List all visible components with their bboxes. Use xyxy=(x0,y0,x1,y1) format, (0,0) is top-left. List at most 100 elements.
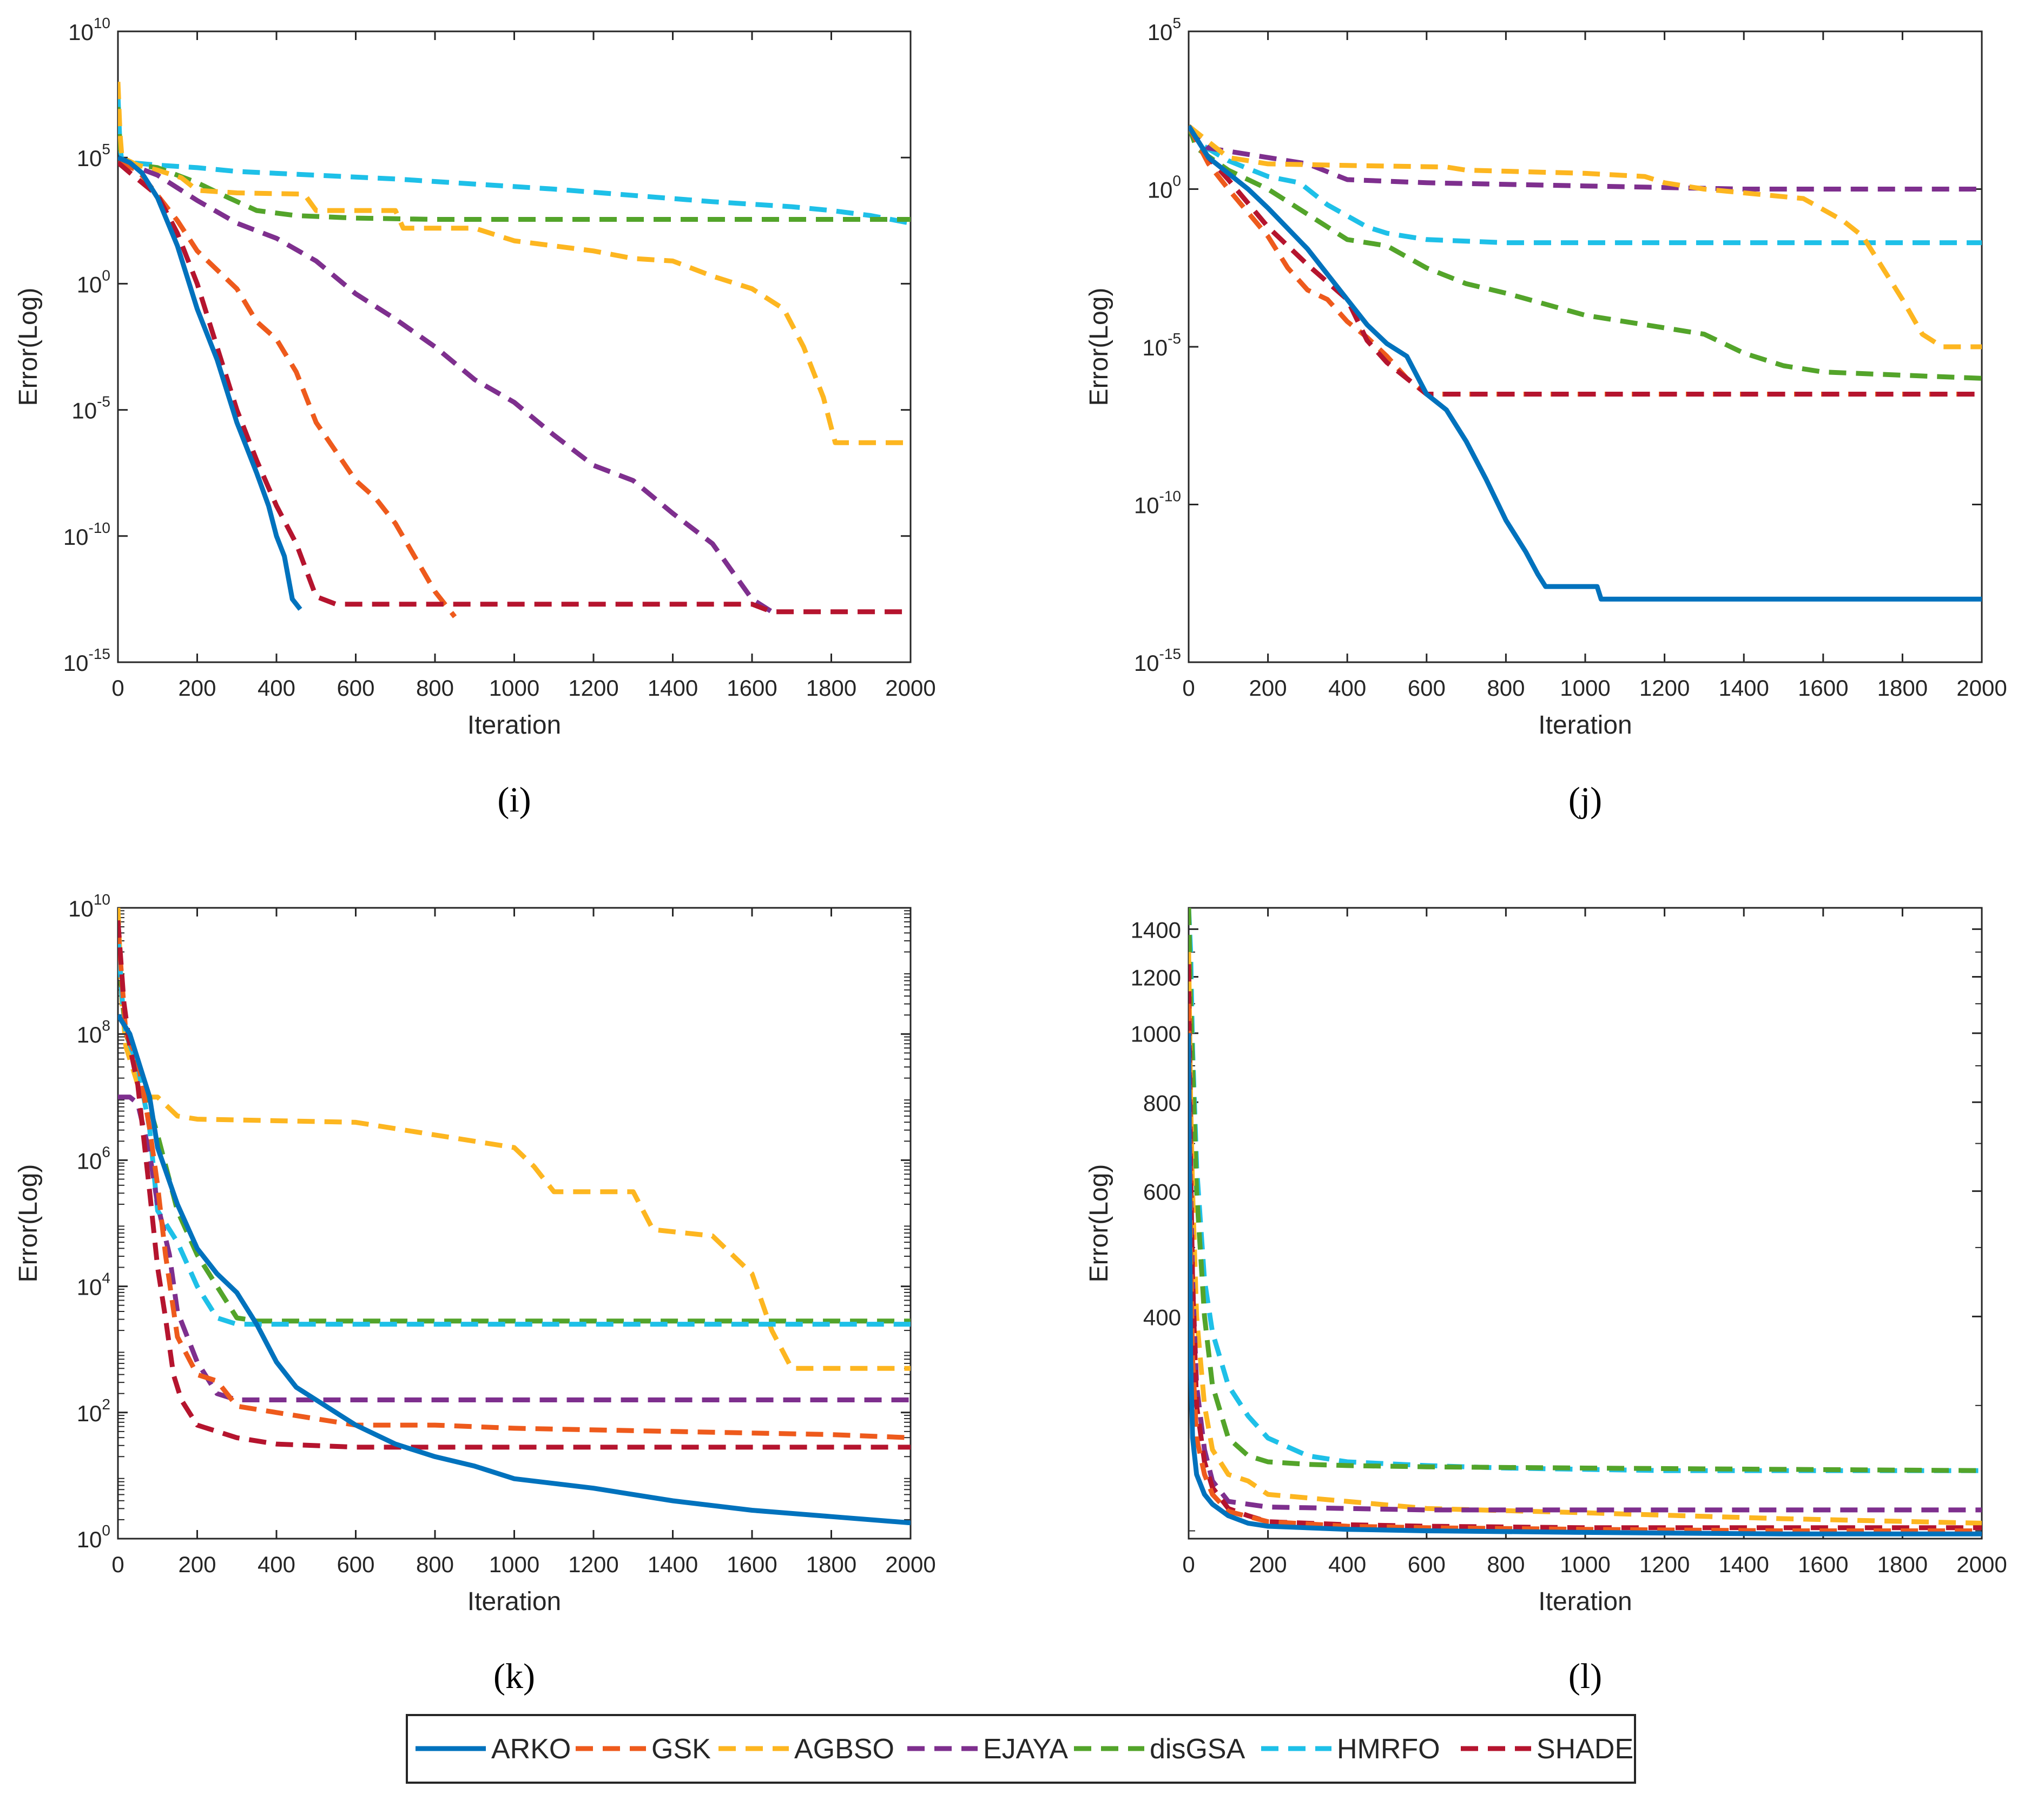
x-tick-label: 400 xyxy=(258,1552,295,1577)
y-tick-label: 100 xyxy=(1148,173,1181,203)
x-tick-label: 1000 xyxy=(1560,675,1610,701)
y-tick-label: 1010 xyxy=(68,891,110,921)
x-tick-label: 1800 xyxy=(806,675,856,701)
x-axis-label: Iteration xyxy=(467,1587,561,1616)
legend-entry-EJAYA: EJAYA xyxy=(907,1733,1068,1765)
plot-area-l xyxy=(1188,907,1983,1540)
x-tick-label: 800 xyxy=(416,1552,454,1577)
x-tick-label: 2000 xyxy=(885,1552,935,1577)
legend-items: ARKO GSK AGBSO EJAYA disGSA HMRFO SHADE xyxy=(416,1733,1633,1765)
y-tick-label: 100 xyxy=(77,1522,110,1552)
x-tick-label: 0 xyxy=(111,675,124,701)
x-tick-label: 1200 xyxy=(1639,675,1690,701)
y-tick-label: 10-15 xyxy=(1134,645,1181,676)
x-tick-label: 200 xyxy=(1249,675,1287,701)
x-tick-label: 1200 xyxy=(1639,1552,1690,1577)
legend-entry-GSK: GSK xyxy=(576,1733,711,1765)
y-tick-label: 400 xyxy=(1143,1304,1181,1330)
y-tick-label: 10-15 xyxy=(63,645,110,676)
x-tick-label: 400 xyxy=(258,675,295,701)
panel-caption: (j) xyxy=(1568,780,1602,820)
legend-label: SHADE xyxy=(1537,1733,1633,1765)
x-tick-label: 800 xyxy=(1487,1552,1525,1577)
x-tick-label: 200 xyxy=(178,675,216,701)
series-line-ARKO xyxy=(118,155,302,611)
x-tick-label: 200 xyxy=(1249,1552,1287,1577)
x-tick-label: 1800 xyxy=(1877,675,1928,701)
y-tick-label: 10-10 xyxy=(1134,488,1181,518)
panels: 0 200 400 600 800 1000 1200 1400 1600 1800 200010-… xyxy=(14,15,2007,1696)
legend: ARKO GSK AGBSO EJAYA disGSA HMRFO SHADE xyxy=(406,1714,1636,1784)
x-tick-label: 600 xyxy=(1408,675,1446,701)
legend-label: EJAYA xyxy=(983,1733,1068,1765)
y-tick-label: 800 xyxy=(1143,1090,1181,1116)
x-tick-label: 600 xyxy=(337,1552,374,1577)
x-tick-label: 400 xyxy=(1328,1552,1366,1577)
x-tick-label: 1000 xyxy=(489,675,539,701)
series-line-EJAYA xyxy=(1189,124,1982,192)
series-line-HMRFO xyxy=(1189,124,1982,246)
series-line-AGBSO xyxy=(118,82,911,445)
series-line-ARKO xyxy=(118,1013,911,1526)
series-group-i xyxy=(118,82,911,618)
x-axis-label: Iteration xyxy=(467,711,561,740)
x-tick-label: 1200 xyxy=(568,675,618,701)
y-tick-label: 1400 xyxy=(1131,917,1181,942)
x-tick-label: 0 xyxy=(1182,1552,1195,1577)
x-tick-label: 0 xyxy=(111,1552,124,1577)
plot-area-j xyxy=(1188,30,1983,663)
x-tick-label: 800 xyxy=(416,675,454,701)
legend-label: HMRFO xyxy=(1337,1733,1440,1765)
x-tick-label: 1600 xyxy=(727,675,777,701)
x-tick-label: 1000 xyxy=(489,1552,539,1577)
y-tick-label: 1000 xyxy=(1131,1021,1181,1047)
plot-area-i xyxy=(117,30,912,663)
panel-l: 0 200 400 600 800 1000 1200 1400 1600 1800 2000 400… xyxy=(1085,907,2007,1696)
panel-i: 0 200 400 600 800 1000 1200 1400 1600 1800 2000 10-… xyxy=(14,15,936,820)
y-tick-label: 10-10 xyxy=(63,519,110,550)
y-axis-label: Error(Log) xyxy=(1085,288,1113,406)
legend-entry-ARKO: ARKO xyxy=(416,1733,571,1765)
series-group-k xyxy=(118,908,911,1526)
y-tick-label: 106 xyxy=(77,1143,110,1173)
y-tick-label: 105 xyxy=(1148,15,1181,45)
panel-k: 0 200 400 600 800 1000 1200 1400 1600 1800 2000 100… xyxy=(14,891,936,1696)
legend-label: GSK xyxy=(651,1733,711,1765)
series-line-disGSA xyxy=(1189,125,1982,381)
legend-entry-AGBSO: AGBSO xyxy=(718,1733,894,1765)
legend-label: ARKO xyxy=(491,1733,571,1765)
y-tick-label: 108 xyxy=(77,1017,110,1047)
series-line-ARKO xyxy=(1189,1033,1982,1537)
y-tick-label: 10-5 xyxy=(1142,330,1181,360)
panel-caption: (i) xyxy=(497,780,531,820)
x-tick-label: 1400 xyxy=(648,1552,698,1577)
series-line-AGBSO xyxy=(1189,124,1982,350)
y-tick-label: 1200 xyxy=(1131,965,1181,991)
x-tick-label: 400 xyxy=(1328,675,1366,701)
y-tick-label: 600 xyxy=(1143,1179,1181,1205)
x-tick-label: 1200 xyxy=(568,1552,618,1577)
series-line-SHADE xyxy=(1189,964,1982,1531)
series-line-GSK xyxy=(118,926,911,1440)
series-group-l xyxy=(1189,908,1982,1537)
y-axis-label: Error(Log) xyxy=(14,1164,43,1283)
x-axis-label: Iteration xyxy=(1538,1587,1632,1616)
y-tick-label: 10-5 xyxy=(71,393,110,424)
legend-label: AGBSO xyxy=(794,1733,894,1765)
y-axis-label: Error(Log) xyxy=(14,288,43,406)
x-tick-label: 1400 xyxy=(1718,675,1769,701)
legend-label: disGSA xyxy=(1150,1733,1245,1765)
y-tick-label: 102 xyxy=(77,1396,110,1426)
x-tick-label: 0 xyxy=(1182,675,1195,701)
series-group-j xyxy=(1189,124,1982,602)
series-line-disGSA xyxy=(1189,908,1982,1473)
x-tick-label: 800 xyxy=(1487,675,1525,701)
panel-caption: (l) xyxy=(1568,1657,1602,1696)
x-tick-label: 600 xyxy=(1408,1552,1446,1577)
x-tick-label: 1800 xyxy=(1877,1552,1928,1577)
x-tick-label: 200 xyxy=(178,1552,216,1577)
x-tick-label: 1800 xyxy=(806,1552,856,1577)
y-tick-label: 100 xyxy=(77,267,110,297)
x-tick-label: 1400 xyxy=(1718,1552,1769,1577)
